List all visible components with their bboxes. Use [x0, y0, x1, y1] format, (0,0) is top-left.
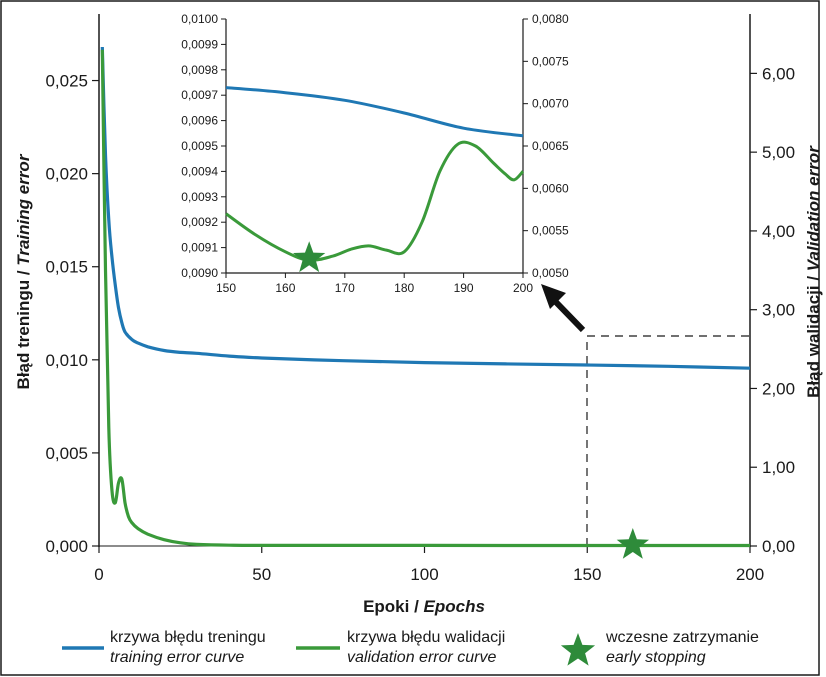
- main-tick-group: 0 50 100 150 200 0,000 0,005 0,010 0,015 0,020 0,0…: [45, 64, 795, 584]
- inset-y-left-tick-label: 0,0094: [181, 164, 218, 178]
- inset-y-left-tick-label: 0,0090: [181, 266, 218, 280]
- zoom-region-box: [586, 335, 750, 546]
- main-y-right-tick-label: 5,00: [762, 143, 795, 162]
- inset-chart: 150 160 170 180 190 200 0,0090 0,0091 0,0092 0,00…: [181, 12, 569, 295]
- legend-validation-en: validation error curve: [347, 649, 497, 666]
- y-right-axis-title: Błąd walidacji / Validation error: [804, 145, 823, 398]
- inset-tick-group: 150 160 170 180 190 200 0,0090 0,0091 0,0092 0,00…: [181, 12, 569, 295]
- main-validation-curve: [100, 49, 750, 548]
- inset-y-left-tick-label: 0,0091: [181, 241, 218, 255]
- main-y-right-tick-label: 2,00: [762, 379, 795, 398]
- inset-y-right-tick-label: 0,0055: [532, 224, 569, 238]
- y-left-title-en: Training error: [14, 153, 33, 266]
- inset-x-tick-label: 190: [454, 281, 474, 295]
- inset-y-right-tick-label: 0,0080: [532, 12, 569, 26]
- zoom-arrow: [541, 284, 586, 333]
- star-icon: [560, 633, 596, 666]
- x-axis-title-en: Epochs: [424, 597, 485, 616]
- star-icon: [616, 528, 649, 559]
- main-y-left-tick-label: 0,025: [45, 72, 88, 91]
- inset-background: [226, 19, 523, 273]
- inset-y-right-tick-label: 0,0065: [532, 139, 569, 153]
- main-y-left-tick-label: 0,005: [45, 444, 88, 463]
- inset-x-tick-label: 150: [216, 281, 236, 295]
- inset-y-left-tick-label: 0,0098: [181, 63, 218, 77]
- inset-y-right-tick-label: 0,0050: [532, 266, 569, 280]
- inset-y-left-tick-label: 0,0099: [181, 37, 218, 51]
- main-x-tick-label: 200: [736, 565, 764, 584]
- main-x-tick-label: 0: [94, 565, 103, 584]
- main-y-right-tick-label: 1,00: [762, 458, 795, 477]
- inset-y-right-tick-label: 0,0075: [532, 54, 569, 68]
- main-training-curve: [100, 46, 751, 370]
- main-y-right-tick-label: 0,00: [762, 537, 795, 556]
- zoom-arrow-shaft: [549, 295, 586, 333]
- legend-stop-en: early stopping: [606, 649, 706, 666]
- star-icon: [293, 241, 326, 273]
- main-y-right-tick-label: 3,00: [762, 301, 795, 320]
- main-x-tick-label: 150: [573, 565, 601, 584]
- legend-star-icon: [560, 633, 596, 666]
- y-right-title-en: Validation error: [804, 145, 823, 271]
- main-y-right-tick-label: 6,00: [762, 64, 795, 83]
- inset-training-curve: [225, 86, 524, 138]
- legend-stop-pl: wczesne zatrzymanie: [605, 629, 759, 646]
- y-left-title-pl: Błąd treningu /: [14, 266, 33, 390]
- inset-early-stopping-marker: [293, 241, 326, 273]
- inset-y-left-tick-label: 0,0096: [181, 114, 218, 128]
- inset-x-tick-label: 160: [275, 281, 295, 295]
- inset-y-left-tick-label: 0,0095: [181, 139, 218, 153]
- inset-y-right-tick-label: 0,0060: [532, 181, 569, 195]
- inset-y-left-tick-label: 0,0093: [181, 190, 218, 204]
- main-y-left-tick-label: 0,020: [45, 165, 88, 184]
- x-axis-title: Epoki / Epochs: [363, 597, 485, 616]
- main-x-tick-label: 50: [252, 565, 271, 584]
- legend-training-pl: krzywa błędu treningu: [110, 629, 266, 646]
- legend: krzywa błędu treningu training error cur…: [62, 629, 759, 666]
- x-axis-title-pl: Epoki: [363, 597, 409, 616]
- main-y-left-tick-label: 0,015: [45, 258, 88, 277]
- inset-y-right-tick-label: 0,0070: [532, 97, 569, 111]
- x-axis-title-sep: /: [409, 597, 423, 616]
- inset-y-left-tick-label: 0,0092: [181, 215, 218, 229]
- main-y-right-tick-label: 4,00: [762, 222, 795, 241]
- inset-y-left-tick-label: 0,0097: [181, 88, 218, 102]
- y-left-axis-title: Błąd treningu / Training error: [14, 153, 33, 389]
- legend-training-en: training error curve: [110, 649, 244, 666]
- inset-x-tick-label: 180: [394, 281, 414, 295]
- main-early-stopping-marker: [616, 528, 649, 559]
- main-y-left-tick-label: 0,000: [45, 537, 88, 556]
- inset-x-tick-label: 200: [513, 281, 533, 295]
- main-x-tick-label: 100: [410, 565, 438, 584]
- legend-validation-pl: krzywa błędu walidacji: [347, 629, 505, 646]
- y-right-title-pl: Błąd walidacji /: [804, 271, 823, 398]
- main-y-left-tick-label: 0,010: [45, 351, 88, 370]
- inset-y-left-tick-label: 0,0100: [181, 12, 218, 26]
- inset-x-tick-label: 170: [335, 281, 355, 295]
- zoom-arrow-head: [541, 284, 566, 309]
